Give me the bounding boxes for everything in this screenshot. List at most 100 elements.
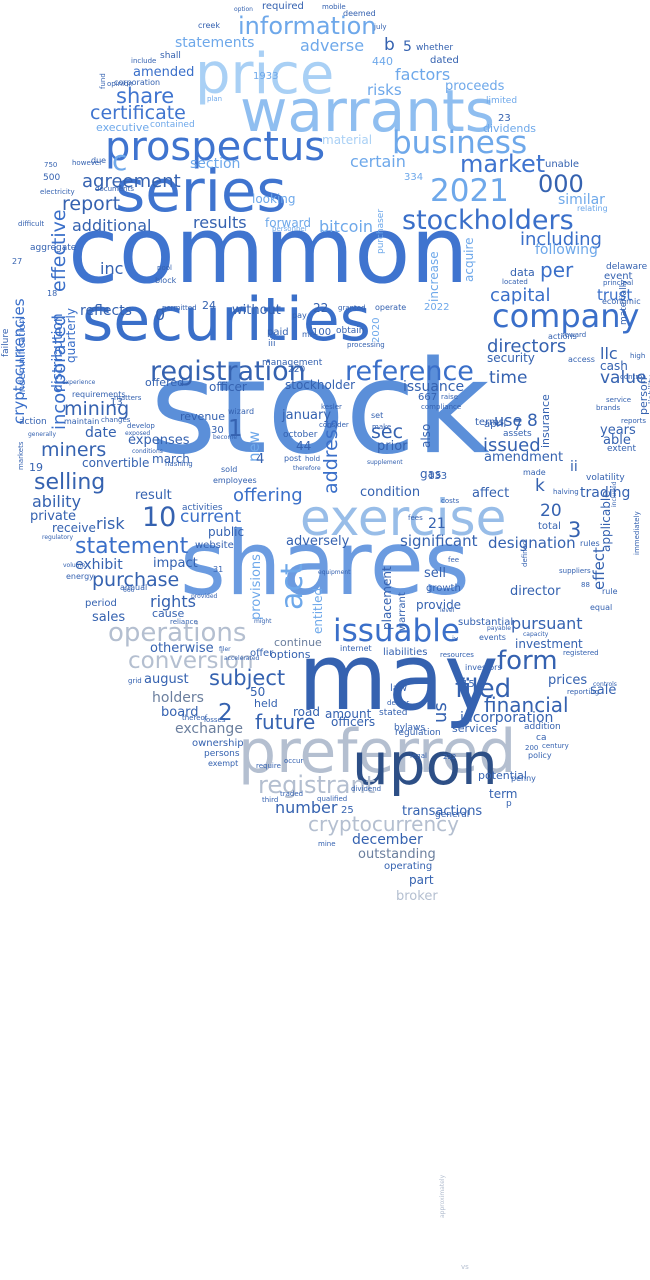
cloud-word: consider [319, 421, 349, 429]
cloud-word: trading [580, 485, 631, 501]
cloud-word: receive [52, 521, 96, 535]
cloud-word: costs [441, 497, 460, 505]
cloud-word: us [430, 702, 451, 723]
cloud-word: generally [28, 431, 57, 438]
cloud-word: 2022 [424, 302, 450, 313]
cloud-word: share [116, 84, 175, 108]
cloud-word: 18 [47, 289, 58, 298]
cloud-word: impact [153, 556, 198, 571]
cloud-word: similar [558, 192, 605, 208]
cloud-word: reference [345, 356, 474, 387]
cloud-word: operating [384, 861, 433, 872]
cloud-word: operations [108, 618, 247, 648]
cloud-word: officers [331, 715, 376, 729]
cloud-word: incorporation [460, 710, 554, 726]
cloud-word: 750 [44, 161, 58, 169]
cloud-word: supplement [367, 459, 403, 466]
cloud-word: whether [416, 43, 454, 53]
cloud-word: factors [395, 65, 451, 84]
cloud-word: risk [96, 514, 125, 533]
cloud-word: revenue [180, 410, 226, 423]
cloud-word: occur [284, 757, 304, 765]
cloud-word: held [254, 697, 278, 710]
cloud-word: controls [593, 681, 617, 688]
cloud-word: common [68, 197, 469, 304]
cloud-word: information [238, 12, 377, 40]
cloud-word: events [479, 633, 506, 642]
cloud-word: risks [367, 81, 402, 99]
cloud-word: adverse [300, 36, 365, 55]
cloud-word: documents [95, 185, 134, 193]
cloud-word: effect [590, 547, 608, 590]
cloud-word: personnel [272, 225, 307, 233]
cloud-word: changes [101, 416, 131, 424]
cloud-word: prospectus [105, 124, 326, 170]
cloud-word: pool [157, 264, 172, 272]
cloud-word: sec [371, 421, 404, 443]
cloud-word: wizard [228, 407, 255, 416]
cloud-word: indemnification [17, 317, 28, 395]
cloud-word: act [275, 563, 310, 610]
cloud-word: security [487, 351, 535, 365]
cloud-word: 88 [581, 581, 590, 589]
cloud-word: statements [175, 35, 255, 51]
cloud-word: raise [441, 393, 459, 401]
cloud-word: delaware [606, 262, 648, 272]
cloud-word: c [112, 144, 128, 177]
cloud-word: filed [455, 674, 512, 704]
cloud-word: payable [487, 625, 511, 632]
cloud-word: value [600, 368, 647, 388]
cloud-word: become [213, 434, 238, 441]
cloud-word: looking [252, 192, 296, 206]
cloud-word: paid [267, 327, 289, 338]
cloud-word: might [254, 618, 272, 625]
cloud-word: therefore [293, 465, 321, 472]
cloud-word: stockholder [285, 378, 356, 392]
cloud-word: 440 [372, 55, 393, 68]
cloud-word: purchase [92, 569, 180, 591]
cloud-word: issuance [403, 379, 465, 395]
cloud-word: approximately [439, 1174, 446, 1218]
cloud-word: upon [352, 730, 498, 798]
cloud-word: 2020 [371, 317, 382, 343]
cloud-word: reflects [80, 303, 132, 319]
cloud-word: addition [524, 722, 561, 732]
cloud-word: 667 [418, 392, 438, 403]
cloud-word: make [372, 423, 392, 431]
cloud-word: material [322, 133, 373, 147]
cloud-word: board [161, 705, 199, 720]
cloud-word: part [409, 873, 434, 887]
cloud-word: cause [152, 607, 185, 620]
cloud-word: certificate [90, 102, 186, 124]
cloud-word: purchaser [376, 208, 386, 254]
cloud-word: penny [511, 774, 536, 783]
cloud-word: proceeds [445, 79, 505, 94]
cloud-word: offering [233, 485, 303, 506]
cloud-word: 222 [443, 753, 457, 761]
cloud-word: 666 [123, 587, 135, 594]
cloud-word: growth [426, 583, 461, 594]
cloud-word: exhibit [75, 557, 123, 573]
cloud-word: ownership [192, 738, 244, 749]
cloud-word: immediately [633, 511, 641, 555]
cloud-word: executive [96, 121, 150, 134]
cloud-word: december [352, 832, 423, 848]
cloud-word: cash [600, 359, 628, 373]
cloud-word: bitcoin [319, 217, 374, 236]
cloud-word: trust [597, 286, 633, 304]
cloud-word: sales [92, 610, 126, 625]
cloud-word: series [115, 157, 287, 225]
cloud-word: sell [424, 566, 446, 581]
cloud-word: stock [150, 334, 490, 483]
cloud-word: option [234, 6, 253, 13]
cloud-word: permitted [162, 304, 197, 312]
cloud-word: dated [430, 55, 459, 66]
cloud-word: located [502, 278, 528, 286]
cloud-word: results [193, 213, 247, 232]
cloud-word: october [283, 430, 318, 440]
cloud-word: business [392, 125, 528, 161]
cloud-word: filer [219, 646, 231, 653]
cloud-word: control [620, 373, 645, 381]
cloud-word: century [542, 742, 569, 750]
cloud-word: volume [63, 562, 86, 569]
